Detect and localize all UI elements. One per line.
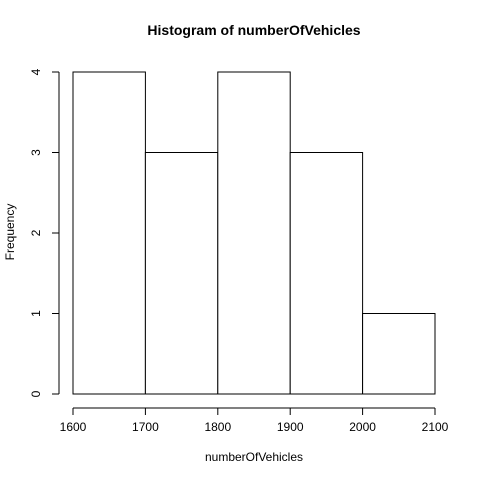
y-tick-label-1: 1 <box>29 310 43 317</box>
histogram-bar-4 <box>362 313 436 395</box>
histogram-bar-3 <box>289 152 364 395</box>
y-axis-label: Frequency <box>3 204 17 261</box>
histogram-bar-1 <box>144 152 219 395</box>
histogram-bar-0 <box>72 71 146 395</box>
y-tick-label-2: 2 <box>29 229 43 236</box>
x-tick-label-4: 2000 <box>349 420 376 434</box>
y-tick-label-0: 0 <box>29 390 43 397</box>
y-tick-label-3: 3 <box>29 149 43 156</box>
x-tick-label-2: 1800 <box>204 420 231 434</box>
bars-group <box>72 71 436 395</box>
x-tick-label-3: 1900 <box>277 420 304 434</box>
y-tick-label-4: 4 <box>29 68 43 75</box>
x-axis: 1600 1700 1800 1900 2000 2100 <box>60 407 449 434</box>
y-axis: 0 1 2 3 4 <box>29 68 60 397</box>
histogram-bar-2 <box>217 71 291 395</box>
x-tick-label-1: 1700 <box>132 420 159 434</box>
x-axis-label: numberOfVehicles <box>205 450 303 464</box>
x-tick-label-0: 1600 <box>60 420 87 434</box>
chart-title: Histogram of numberOfVehicles <box>147 22 360 38</box>
x-tick-label-5: 2100 <box>422 420 449 434</box>
